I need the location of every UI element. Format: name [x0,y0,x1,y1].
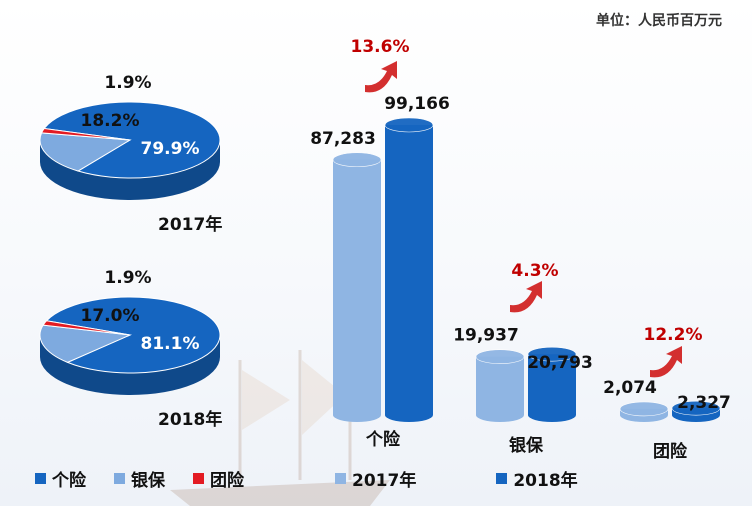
legend-item-group: 团险 [193,466,244,491]
growth-arrow-personal [365,61,397,93]
pie-2018-label-banc: 17.0% [81,306,140,326]
legend-label-group: 团险 [210,471,244,491]
growth-label-banc: 4.3% [511,261,558,281]
bar-top-group-2018 [671,400,721,416]
bar-label-banc-2018: 20,793 [527,353,593,373]
category-label-banc: 银保 [509,435,544,456]
legend-swatch-2018 [496,473,508,484]
category-label-group: 团险 [653,441,688,462]
pie-2018-title: 2018年 [158,410,223,430]
category-label-personal: 个险 [365,429,401,450]
pie-2017-label-banc: 18.2% [81,111,140,131]
legend-swatch-personal [35,473,46,484]
bar-legend: 2017年 2018年 [335,466,596,491]
pie-2017-label-group: 1.9% [104,73,151,93]
bar-label-group-2017: 2,074 [603,378,657,398]
bar-label-personal-2017: 87,283 [310,129,376,149]
pie-legend: 个险 银保 团险 [35,466,262,491]
bar-label-group-2018: 2,327 [677,393,731,413]
growth-label-group: 12.2% [644,325,703,345]
bar-label-banc-2017: 19,937 [453,326,519,346]
legend-item-banc: 银保 [114,466,165,491]
legend-swatch-group [193,473,204,484]
unit-label: 单位：人民币百万元 [596,13,722,29]
pie-2017-slice-group [40,127,131,141]
legend-swatch-2017 [335,473,346,484]
legend-label-personal: 个险 [52,471,86,491]
legend-label-banc: 银保 [131,471,165,491]
bar-banc-2017 [476,356,524,422]
pie-2017-slice-personal [43,101,221,179]
pie-2017-title: 2017年 [158,215,223,235]
legend-item-personal: 个险 [35,466,86,491]
pie-2018-slice-personal [45,296,221,374]
legend-item-2017: 2017年 [335,466,416,491]
bar-top-personal-2017 [332,152,382,168]
bar-banc-2018 [528,354,576,422]
legend-item-2018: 2018年 [496,466,578,491]
bar-personal-2017 [333,159,381,422]
legend-swatch-banc [114,473,125,484]
pie-2017-label-personal: 79.9% [141,139,200,159]
bar-label-personal-2018: 99,166 [384,94,450,114]
bar-personal-2018 [385,125,433,422]
growth-arrow-group [650,346,682,378]
pie-2018-slice-banc [39,324,132,363]
legend-label-2018: 2018年 [513,471,578,491]
pie-2018-label-personal: 81.1% [141,334,200,354]
pie-2017-side [40,140,220,200]
bar-top-banc-2017 [475,349,525,364]
legend-label-2017: 2017年 [352,471,417,491]
bar-top-personal-2018 [384,117,434,133]
ship-watermark [170,350,390,506]
bar-top-group-2017 [619,401,669,417]
pie-2018-label-group: 1.9% [104,268,151,288]
growth-arrow-banc [510,281,542,313]
bar-top-banc-2018 [527,346,577,362]
pie-2017-slice-banc [39,132,132,172]
pie-2018-slice-group [42,320,131,336]
pie-2018-side [40,335,220,395]
growth-label-personal: 13.6% [351,37,410,57]
